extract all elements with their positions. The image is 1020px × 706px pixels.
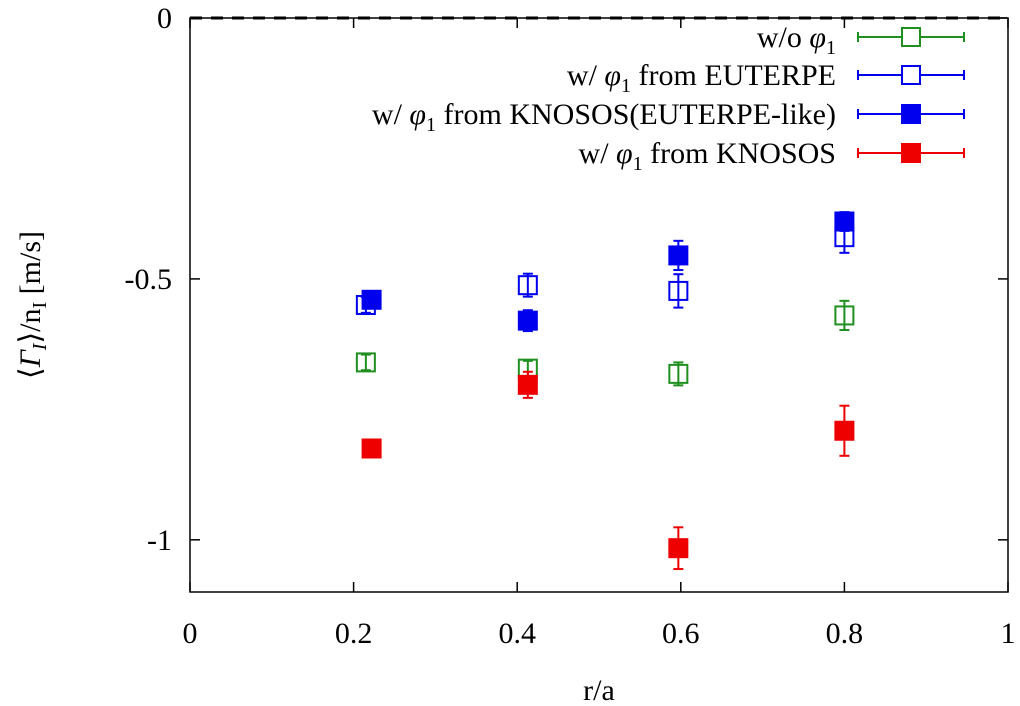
legend-entry: w/ φ1 from KNOSOS: [579, 137, 965, 175]
legend-marker: [901, 143, 921, 163]
data-point: [517, 374, 538, 395]
data-point: [668, 245, 689, 266]
x-tick-label: 1: [1001, 617, 1016, 650]
y-tick-label: -0.5: [125, 263, 173, 296]
data-point: [361, 438, 382, 459]
data-point: [668, 538, 689, 559]
x-tick-label: 0.6: [662, 617, 700, 650]
legend-entry: w/ φ1 from EUTERPE: [567, 59, 965, 97]
legend-label: w/o φ1: [757, 21, 836, 59]
data-point: [361, 289, 382, 310]
legend-entry: w/o φ1: [757, 21, 965, 59]
x-axis-title: r/a: [583, 674, 615, 706]
legend-label: w/ φ1 from KNOSOS(EUTERPE-like): [372, 98, 836, 136]
data-point: [355, 352, 376, 373]
series-4: [361, 370, 855, 571]
data-point: [517, 310, 538, 331]
y-tick-label: -1: [147, 524, 172, 557]
y-tick-label: 0: [157, 2, 172, 35]
y-axis-ticks: 0 -0.5 -1: [125, 2, 1008, 557]
x-tick-label: 0.4: [498, 617, 536, 650]
x-tick-label: 0: [183, 617, 198, 650]
legend-entry: w/ φ1 from KNOSOS(EUTERPE-like): [372, 98, 965, 136]
series-2: [355, 220, 855, 315]
x-axis-ticks: 0 0.2 0.4 0.6 0.8 1: [183, 18, 1016, 650]
data-point: [668, 363, 689, 384]
x-tick-label: 0.8: [826, 617, 864, 650]
legend-marker: [901, 65, 921, 85]
y-axis-title-text: ⟨ΓI⟩/nI [m/s]: [14, 231, 51, 379]
legend-marker: [901, 104, 921, 124]
data-series: [355, 211, 855, 571]
x-tick-label: 0.2: [335, 617, 373, 650]
series-3: [361, 211, 855, 333]
data-point: [668, 280, 689, 301]
y-axis-title: ⟨ΓI⟩/nI [m/s]: [14, 231, 51, 379]
data-point: [834, 420, 855, 441]
data-point: [834, 305, 855, 326]
data-point: [834, 211, 855, 232]
series-1: [355, 299, 855, 387]
legend-marker: [901, 27, 921, 47]
data-point: [517, 275, 538, 296]
legend-label: w/ φ1 from KNOSOS: [579, 137, 836, 175]
legend-label: w/ φ1 from EUTERPE: [567, 59, 836, 97]
